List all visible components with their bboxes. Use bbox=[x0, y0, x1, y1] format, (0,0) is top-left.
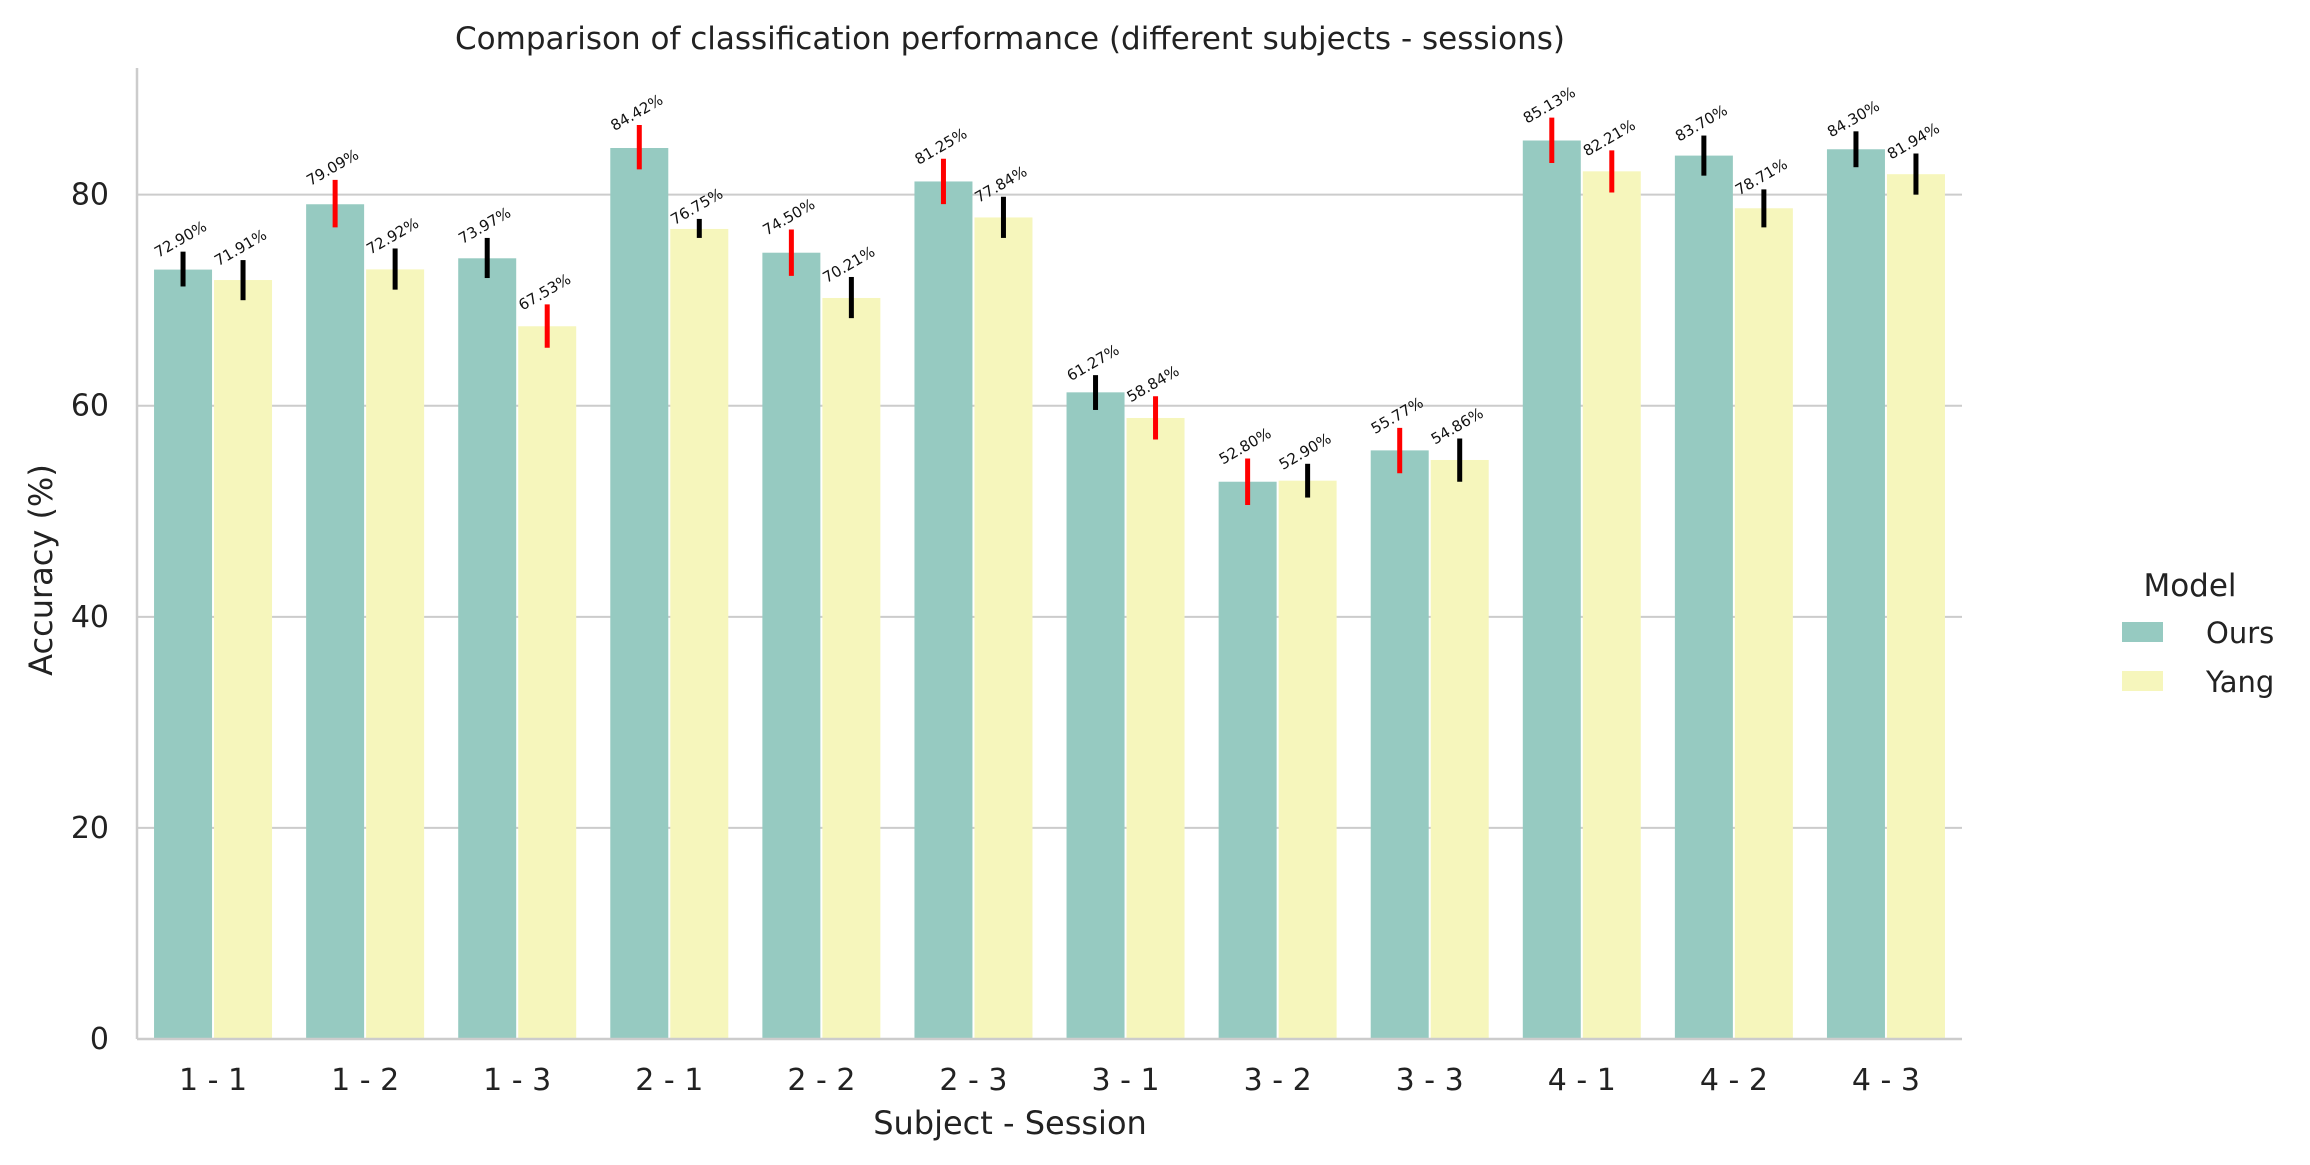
legend-swatch-ours bbox=[2122, 622, 2163, 642]
bar-yang bbox=[366, 269, 425, 1039]
x-tick-label: 4 - 2 bbox=[1700, 1063, 1768, 1098]
legend-title: Model bbox=[2143, 568, 2236, 604]
bar-ours bbox=[1826, 149, 1885, 1039]
y-axis-label: Accuracy (%) bbox=[22, 464, 60, 676]
error-bars bbox=[180, 117, 1919, 505]
bar-ours bbox=[610, 148, 669, 1039]
x-tick-label: 3 - 1 bbox=[1092, 1063, 1160, 1098]
axes: 0 20 40 60 80 1 - 1 1 - 2 1 - 3 2 - 1 2 - 2 2 - 3 3… bbox=[71, 68, 1962, 1098]
bar-ours bbox=[1370, 450, 1429, 1039]
bar-yang bbox=[822, 297, 881, 1039]
data-label-yang: 71.91% bbox=[211, 226, 270, 270]
x-tick-label: 2 - 2 bbox=[787, 1063, 855, 1098]
bar-ours bbox=[306, 204, 365, 1039]
x-axis-label: Subject - Session bbox=[873, 1104, 1147, 1142]
y-tick-label: 0 bbox=[90, 1022, 109, 1057]
legend: Model Ours Yang bbox=[2122, 568, 2274, 699]
bar-yang bbox=[974, 217, 1033, 1039]
bar-yang bbox=[1278, 480, 1337, 1039]
y-tick-label: 80 bbox=[71, 178, 109, 213]
y-tick-label: 40 bbox=[71, 600, 109, 635]
legend-swatch-yang bbox=[2122, 671, 2163, 691]
bar-yang bbox=[1734, 208, 1793, 1040]
chart-title: Comparison of classification performance… bbox=[455, 21, 1565, 57]
x-tick-label: 4 - 3 bbox=[1852, 1063, 1920, 1098]
bar-yang bbox=[1126, 417, 1185, 1039]
y-tick-label: 20 bbox=[71, 811, 109, 846]
x-tick-label: 1 - 3 bbox=[483, 1063, 551, 1098]
bar-yang bbox=[214, 280, 273, 1039]
bars bbox=[154, 140, 1945, 1040]
x-tick-label: 1 - 2 bbox=[331, 1063, 399, 1098]
x-tick-label: 3 - 3 bbox=[1396, 1063, 1464, 1098]
x-tick-label: 2 - 3 bbox=[939, 1063, 1007, 1098]
legend-label-ours: Ours bbox=[2206, 616, 2274, 650]
bar-yang bbox=[518, 326, 577, 1039]
x-tick-label: 4 - 1 bbox=[1548, 1063, 1616, 1098]
y-tick-label: 60 bbox=[71, 389, 109, 424]
bar-ours bbox=[1674, 155, 1733, 1040]
grid-lines bbox=[137, 193, 1962, 829]
bar-yang bbox=[1430, 459, 1489, 1039]
data-label-ours: 73.97% bbox=[455, 203, 514, 247]
bar-ours bbox=[762, 252, 821, 1040]
bar-yang bbox=[670, 228, 729, 1040]
x-tick-label: 1 - 1 bbox=[179, 1063, 247, 1098]
x-tick-label: 2 - 1 bbox=[635, 1063, 703, 1098]
bar-ours bbox=[458, 258, 517, 1039]
legend-label-yang: Yang bbox=[2205, 665, 2274, 699]
bar-ours bbox=[154, 269, 213, 1040]
x-tick-label: 3 - 2 bbox=[1244, 1063, 1312, 1098]
bar-ours bbox=[1218, 481, 1277, 1039]
bar-yang bbox=[1886, 174, 1945, 1039]
bar-ours bbox=[914, 181, 973, 1040]
bar-yang bbox=[1582, 171, 1641, 1039]
bar-ours bbox=[1522, 140, 1581, 1040]
bar-ours bbox=[1066, 392, 1125, 1040]
